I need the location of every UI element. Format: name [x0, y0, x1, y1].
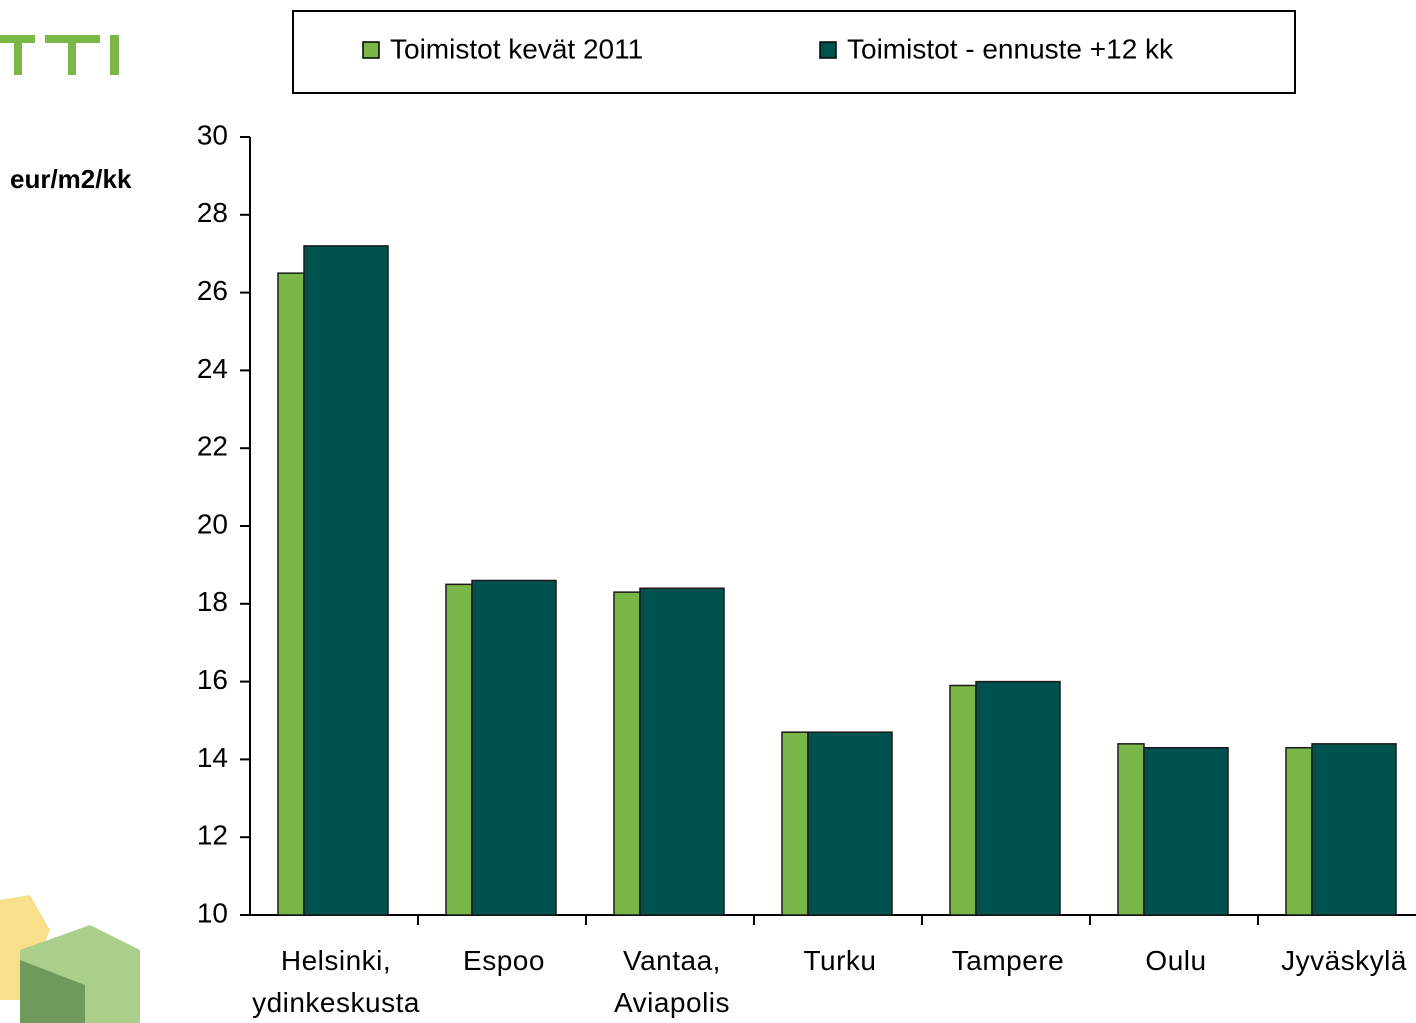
x-tick-label: Oulu [1145, 945, 1207, 976]
bar [445, 583, 473, 916]
x-tick-label: Helsinki, ydinkeskusta [252, 945, 420, 1018]
y-tick-label: 30 [197, 119, 228, 150]
bar [1311, 743, 1397, 916]
bar [1117, 743, 1145, 916]
y-tick-label: 26 [197, 275, 228, 306]
bar [807, 731, 893, 916]
bar [303, 245, 389, 916]
x-tick-label: Tampere [951, 945, 1065, 976]
y-tick-label: 10 [197, 897, 228, 928]
bar [781, 731, 809, 916]
logo-cube [0, 895, 50, 1000]
legend-label: Toimistot - ennuste +12 kk [847, 33, 1174, 64]
bar [613, 591, 641, 916]
x-tick-label: Turku [803, 945, 877, 976]
y-tick-label: 12 [197, 820, 228, 851]
x-tick-label: Jyväskylä [1281, 945, 1407, 976]
bar [639, 587, 725, 916]
bar [975, 680, 1061, 916]
bar [1285, 746, 1313, 916]
y-tick-label: 24 [197, 353, 228, 384]
y-tick-label: 16 [197, 664, 228, 695]
y-tick-label: 18 [197, 586, 228, 617]
y-tick-label: 20 [197, 508, 228, 539]
y-axis-label: eur/m2/kk [10, 164, 132, 194]
y-tick-label: 28 [197, 197, 228, 228]
bar [471, 579, 557, 916]
y-tick-label: 14 [197, 742, 228, 773]
legend-swatch [819, 41, 837, 59]
legend-box [292, 10, 1296, 94]
bar [949, 684, 977, 916]
logo-cube [20, 960, 85, 1023]
x-tick-label: Espoo [463, 945, 545, 976]
bar [277, 272, 305, 916]
logo-part [14, 35, 22, 75]
y-tick-label: 22 [197, 431, 228, 462]
legend-label: Toimistot kevät 2011 [390, 33, 643, 64]
bar [1143, 746, 1229, 916]
x-tick-label: Vantaa, Aviapolis [613, 945, 731, 1018]
logo-part [110, 35, 119, 75]
legend-swatch [362, 41, 380, 59]
logo-part [68, 35, 76, 75]
